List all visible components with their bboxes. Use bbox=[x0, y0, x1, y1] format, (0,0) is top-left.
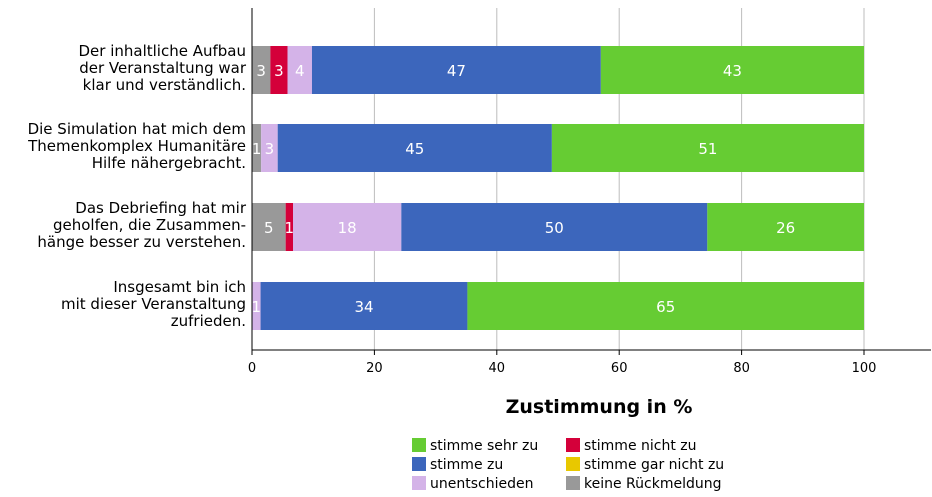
legend-label: stimme sehr zu bbox=[430, 438, 538, 454]
bar-segment bbox=[252, 203, 286, 251]
category-label-line: geholfen, die Zusammen- bbox=[53, 216, 246, 234]
x-tick-label-0: 0 bbox=[248, 361, 256, 376]
bar-segment bbox=[270, 46, 288, 94]
bar-value-label: 34 bbox=[354, 298, 373, 316]
bar-segment bbox=[401, 203, 708, 251]
x-tick-label-100: 100 bbox=[852, 361, 877, 376]
legend-label: keine Rückmeldung bbox=[584, 476, 721, 492]
category-label-line: Die Simulation hat mich dem bbox=[28, 120, 246, 138]
category-label-line: der Veranstaltung war bbox=[79, 59, 247, 77]
category-label-line: Das Debriefing hat mir bbox=[75, 199, 247, 217]
legend-swatch bbox=[566, 476, 580, 490]
legend-swatch bbox=[566, 457, 580, 471]
bar-segment bbox=[260, 282, 468, 330]
category-label-line: Themenkomplex Humanitäre bbox=[27, 137, 246, 155]
bar-value-label: 1 bbox=[285, 219, 295, 237]
bar-value-label: 45 bbox=[405, 140, 424, 158]
category-label-line: Der inhaltliche Aufbau bbox=[79, 42, 247, 60]
bar-value-label: 43 bbox=[723, 62, 742, 80]
x-tick-label-20: 20 bbox=[366, 361, 383, 376]
bar-value-label: 3 bbox=[274, 62, 284, 80]
bar-value-label: 5 bbox=[264, 219, 274, 237]
category-label-line: klar und verständlich. bbox=[83, 76, 246, 94]
bar-value-label: 1 bbox=[252, 298, 262, 316]
bar-value-label: 1 bbox=[252, 140, 262, 158]
bar-segment bbox=[252, 124, 262, 172]
category-label-line: zufrieden. bbox=[171, 312, 246, 330]
bar-value-label: 26 bbox=[776, 219, 795, 237]
x-axis: 0 20 40 60 80 100 bbox=[248, 8, 931, 376]
x-axis-title: Zustimmung in % bbox=[506, 396, 693, 418]
bar-value-label: 65 bbox=[656, 298, 675, 316]
bar-value-label: 4 bbox=[295, 62, 305, 80]
legend-label: unentschieden bbox=[430, 476, 533, 492]
bar-segment bbox=[311, 46, 601, 94]
legend-label: stimme nicht zu bbox=[584, 438, 697, 454]
x-tick-label-60: 60 bbox=[611, 361, 628, 376]
legend-swatch bbox=[412, 457, 426, 471]
category-label: Insgesamt bin ich mit dieser Veranstaltun… bbox=[61, 278, 246, 330]
bar-segment bbox=[287, 46, 312, 94]
bar-segment bbox=[707, 203, 864, 251]
category-label-line: Insgesamt bin ich bbox=[113, 278, 246, 296]
bar-value-label: 3 bbox=[265, 140, 275, 158]
bar-value-label: 18 bbox=[338, 219, 357, 237]
bar-segment bbox=[261, 124, 278, 172]
bar-value-label: 51 bbox=[698, 140, 717, 158]
category-label: Der inhaltliche Aufbau der Veranstaltung … bbox=[79, 42, 247, 94]
legend-label: stimme zu bbox=[430, 457, 503, 473]
bar-segment bbox=[252, 282, 261, 330]
category-labels: Der inhaltliche Aufbau der Veranstaltung … bbox=[27, 42, 247, 330]
bar-value-label: 47 bbox=[447, 62, 466, 80]
bar-segment bbox=[293, 203, 402, 251]
bar-segment bbox=[285, 203, 294, 251]
legend-swatch bbox=[566, 438, 580, 452]
legend: stimme sehr zu stimme zu unentschieden stim… bbox=[412, 438, 724, 492]
category-label-line: Hilfe nähergebracht. bbox=[92, 154, 246, 172]
legend-swatch bbox=[412, 476, 426, 490]
bar-value-label: 50 bbox=[545, 219, 564, 237]
x-tick-label-80: 80 bbox=[733, 361, 750, 376]
bar-segment bbox=[551, 124, 864, 172]
category-label: Das Debriefing hat mir geholfen, die Zusa… bbox=[37, 199, 246, 251]
bar-segment bbox=[277, 124, 552, 172]
legend-swatch bbox=[412, 438, 426, 452]
legend-label: stimme gar nicht zu bbox=[584, 457, 724, 473]
category-label-line: hänge besser zu verstehen. bbox=[37, 233, 246, 251]
bar-value-label: 3 bbox=[256, 62, 266, 80]
bar-segment bbox=[600, 46, 864, 94]
category-label: Die Simulation hat mich dem Themenkomplex… bbox=[27, 120, 246, 172]
x-tick-label-40: 40 bbox=[489, 361, 506, 376]
bar-segment bbox=[252, 46, 271, 94]
bars: 3 3 4 47 431 3 45 515 1 18 50 261 34 65 bbox=[252, 46, 864, 330]
category-label-line: mit dieser Veranstaltung bbox=[61, 295, 246, 313]
bar-segment bbox=[467, 282, 864, 330]
